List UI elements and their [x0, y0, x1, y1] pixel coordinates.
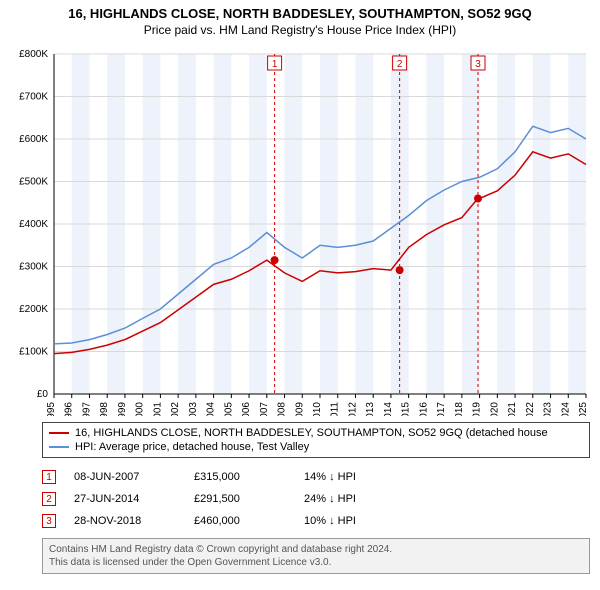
sale-date-1: 27-JUN-2014 — [74, 493, 194, 505]
svg-text:£700K: £700K — [19, 92, 48, 103]
svg-text:2017: 2017 — [436, 402, 447, 416]
footer-line-1: Contains HM Land Registry data © Crown c… — [49, 543, 583, 556]
sale-hpi-2: 10% ↓ HPI — [304, 515, 424, 527]
chart-container: 16, HIGHLANDS CLOSE, NORTH BADDESLEY, SO… — [0, 0, 600, 590]
sale-hpi-0: 14% ↓ HPI — [304, 471, 424, 483]
sales-table: 1 08-JUN-2007 £315,000 14% ↓ HPI 2 27-JU… — [42, 466, 590, 532]
sales-row-0: 1 08-JUN-2007 £315,000 14% ↓ HPI — [42, 466, 590, 488]
svg-text:£800K: £800K — [19, 49, 48, 60]
svg-text:2024: 2024 — [560, 402, 571, 416]
sales-row-2: 3 28-NOV-2018 £460,000 10% ↓ HPI — [42, 510, 590, 532]
legend-swatch-0 — [49, 432, 69, 434]
svg-text:£600K: £600K — [19, 134, 48, 145]
sale-marker-2: 3 — [42, 514, 56, 528]
svg-text:2012: 2012 — [347, 402, 358, 416]
legend-row-0: 16, HIGHLANDS CLOSE, NORTH BADDESLEY, SO… — [49, 426, 583, 440]
legend-label-0: 16, HIGHLANDS CLOSE, NORTH BADDESLEY, SO… — [75, 426, 548, 440]
sale-price-2: £460,000 — [194, 515, 304, 527]
sale-price-1: £291,500 — [194, 493, 304, 505]
svg-text:£500K: £500K — [19, 177, 48, 188]
svg-text:1995: 1995 — [46, 402, 57, 416]
svg-text:£0: £0 — [37, 389, 49, 400]
svg-text:2021: 2021 — [507, 402, 518, 416]
svg-text:1999: 1999 — [117, 402, 128, 416]
svg-text:2002: 2002 — [170, 402, 181, 416]
svg-text:£300K: £300K — [19, 262, 48, 273]
sale-price-0: £315,000 — [194, 471, 304, 483]
svg-text:£200K: £200K — [19, 304, 48, 315]
svg-text:2009: 2009 — [294, 402, 305, 416]
svg-text:2023: 2023 — [543, 402, 554, 416]
svg-text:1: 1 — [272, 59, 278, 70]
sale-date-2: 28-NOV-2018 — [74, 515, 194, 527]
svg-text:1998: 1998 — [99, 402, 110, 416]
svg-text:2013: 2013 — [365, 402, 376, 416]
title-block: 16, HIGHLANDS CLOSE, NORTH BADDESLEY, SO… — [0, 0, 600, 39]
svg-text:1996: 1996 — [64, 402, 75, 416]
svg-text:2001: 2001 — [152, 402, 163, 416]
svg-text:1997: 1997 — [81, 402, 92, 416]
svg-text:2003: 2003 — [188, 402, 199, 416]
svg-text:2004: 2004 — [206, 402, 217, 416]
svg-text:3: 3 — [475, 59, 481, 70]
sale-marker-1: 2 — [42, 492, 56, 506]
svg-text:2020: 2020 — [489, 402, 500, 416]
footer-line-2: This data is licensed under the Open Gov… — [49, 556, 583, 569]
svg-text:2022: 2022 — [525, 402, 536, 416]
svg-text:2018: 2018 — [454, 402, 465, 416]
footer-box: Contains HM Land Registry data © Crown c… — [42, 538, 590, 574]
chart-svg: £0 £100K £200K £300K £400K £500K £600K £700K £80… — [8, 46, 592, 416]
sale-date-0: 08-JUN-2007 — [74, 471, 194, 483]
sale-marker-0: 1 — [42, 470, 56, 484]
sale-hpi-1: 24% ↓ HPI — [304, 493, 424, 505]
legend-swatch-1 — [49, 446, 69, 448]
svg-text:2007: 2007 — [259, 402, 270, 416]
svg-text:2016: 2016 — [418, 402, 429, 416]
svg-text:2008: 2008 — [277, 402, 288, 416]
svg-text:2005: 2005 — [223, 402, 234, 416]
legend-label-1: HPI: Average price, detached house, Test… — [75, 440, 309, 454]
legend-box: 16, HIGHLANDS CLOSE, NORTH BADDESLEY, SO… — [42, 422, 590, 458]
svg-text:2025: 2025 — [578, 402, 589, 416]
svg-text:£400K: £400K — [19, 219, 48, 230]
svg-text:2011: 2011 — [330, 402, 341, 416]
svg-text:2014: 2014 — [383, 402, 394, 416]
title-main: 16, HIGHLANDS CLOSE, NORTH BADDESLEY, SO… — [10, 6, 590, 21]
svg-text:2019: 2019 — [472, 402, 483, 416]
title-sub: Price paid vs. HM Land Registry's House … — [10, 23, 590, 37]
chart-area: £0 £100K £200K £300K £400K £500K £600K £700K £80… — [8, 46, 592, 416]
svg-text:2: 2 — [397, 59, 403, 70]
svg-text:2015: 2015 — [401, 402, 412, 416]
legend-row-1: HPI: Average price, detached house, Test… — [49, 440, 583, 454]
svg-text:2010: 2010 — [312, 402, 323, 416]
sales-row-1: 2 27-JUN-2014 £291,500 24% ↓ HPI — [42, 488, 590, 510]
svg-text:£100K: £100K — [19, 347, 48, 358]
svg-text:2000: 2000 — [135, 402, 146, 416]
svg-text:2006: 2006 — [241, 402, 252, 416]
